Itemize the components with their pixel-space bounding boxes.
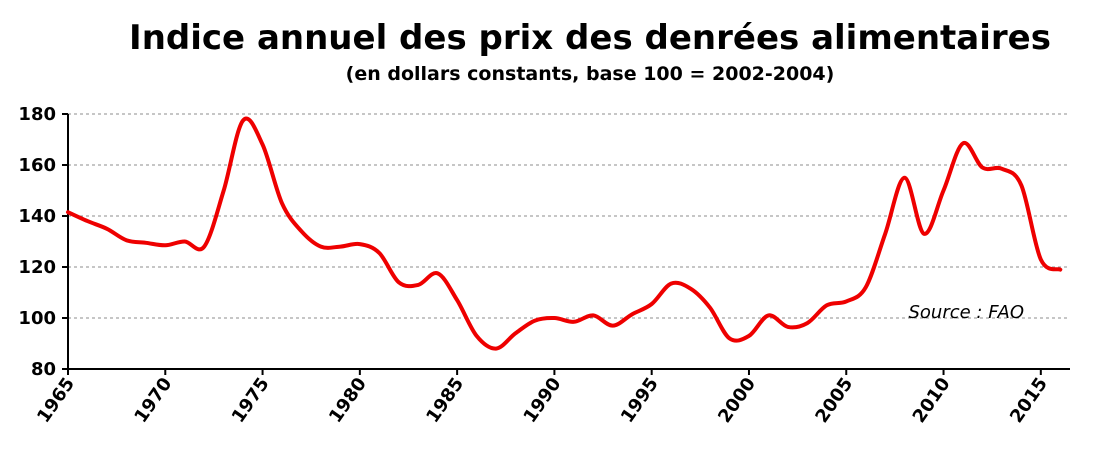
data-point-1996 bbox=[669, 282, 673, 286]
x-tick-label: 2010 bbox=[909, 374, 955, 427]
data-point-1979 bbox=[338, 245, 342, 249]
data-point-1978 bbox=[319, 245, 323, 249]
data-point-1967 bbox=[105, 227, 109, 231]
data-point-1995 bbox=[650, 302, 654, 306]
data-point-1992 bbox=[591, 313, 595, 317]
x-tick-label: 1985 bbox=[422, 374, 468, 427]
data-point-2014 bbox=[1019, 183, 1023, 187]
x-tick-label: 2015 bbox=[1006, 374, 1052, 427]
data-point-2007 bbox=[883, 232, 887, 236]
chart-subtitle: (en dollars constants, base 100 = 2002-2… bbox=[345, 63, 835, 85]
y-tick-label: 140 bbox=[18, 206, 56, 227]
data-point-1968 bbox=[124, 238, 128, 242]
data-point-2015 bbox=[1039, 257, 1043, 261]
data-point-1983 bbox=[416, 283, 420, 287]
data-point-2001 bbox=[766, 313, 770, 317]
data-point-2011 bbox=[961, 141, 965, 145]
source-note: Source : FAO bbox=[908, 302, 1024, 323]
data-point-2010 bbox=[942, 189, 946, 193]
data-point-1971 bbox=[183, 240, 187, 244]
y-tick-label: 80 bbox=[31, 359, 56, 380]
x-tick-label: 1995 bbox=[617, 374, 663, 427]
data-point-1969 bbox=[144, 241, 148, 245]
data-point-1990 bbox=[552, 316, 556, 320]
x-tick-label: 1965 bbox=[33, 374, 79, 427]
x-tick-label: 1990 bbox=[520, 374, 566, 427]
data-point-2008 bbox=[903, 176, 907, 180]
data-point-2002 bbox=[786, 325, 790, 329]
x-tick-label: 1980 bbox=[325, 374, 371, 427]
data-point-2006 bbox=[864, 285, 868, 289]
series-line bbox=[66, 116, 1063, 351]
y-tick-label: 160 bbox=[18, 155, 56, 176]
data-point-2003 bbox=[805, 321, 809, 325]
data-point-1973 bbox=[222, 189, 226, 193]
data-point-1982 bbox=[397, 280, 401, 284]
data-point-2012 bbox=[980, 166, 984, 170]
x-tick-label: 1975 bbox=[228, 374, 274, 427]
data-point-1998 bbox=[708, 306, 712, 310]
data-point-1989 bbox=[533, 319, 537, 323]
data-point-1999 bbox=[728, 336, 732, 340]
data-point-1980 bbox=[358, 242, 362, 246]
data-point-1986 bbox=[475, 334, 479, 338]
y-tick-label: 180 bbox=[18, 104, 56, 125]
data-point-2009 bbox=[922, 232, 926, 236]
data-point-2000 bbox=[747, 334, 751, 338]
data-point-1981 bbox=[377, 251, 381, 255]
y-tick-label: 120 bbox=[18, 257, 56, 278]
x-tick-label: 1970 bbox=[130, 374, 176, 427]
axes bbox=[67, 114, 1070, 370]
y-tick-labels: 80 100 120 140 160 180 bbox=[18, 104, 68, 380]
data-point-1977 bbox=[299, 229, 303, 233]
y-tick-label: 100 bbox=[18, 308, 56, 329]
data-point-1965 bbox=[66, 210, 70, 214]
data-point-2016 bbox=[1058, 268, 1062, 272]
data-point-1970 bbox=[163, 243, 167, 247]
data-point-1985 bbox=[455, 298, 459, 302]
x-tick-label: 2005 bbox=[811, 374, 857, 427]
data-point-1972 bbox=[202, 245, 206, 249]
chart-title: Indice annuel des prix des denrées alime… bbox=[129, 18, 1051, 58]
data-point-1991 bbox=[572, 320, 576, 324]
data-point-2004 bbox=[825, 303, 829, 307]
data-point-1975 bbox=[261, 143, 265, 147]
data-point-2013 bbox=[1000, 167, 1004, 171]
data-point-1976 bbox=[280, 201, 284, 205]
data-point-1974 bbox=[241, 118, 245, 122]
data-point-1984 bbox=[436, 271, 440, 275]
data-point-1988 bbox=[513, 331, 517, 335]
data-point-1993 bbox=[611, 324, 615, 328]
x-tick-labels: 1965 1970 1975 1980 1985 1990 1995 2000 2005 2010… bbox=[33, 369, 1052, 427]
data-point-1987 bbox=[494, 347, 498, 351]
data-point-1994 bbox=[630, 312, 634, 316]
data-point-2005 bbox=[844, 299, 848, 303]
gridlines bbox=[68, 113, 1070, 319]
x-tick-label: 2000 bbox=[714, 374, 760, 427]
data-point-1966 bbox=[85, 219, 89, 223]
data-point-1997 bbox=[689, 287, 693, 291]
